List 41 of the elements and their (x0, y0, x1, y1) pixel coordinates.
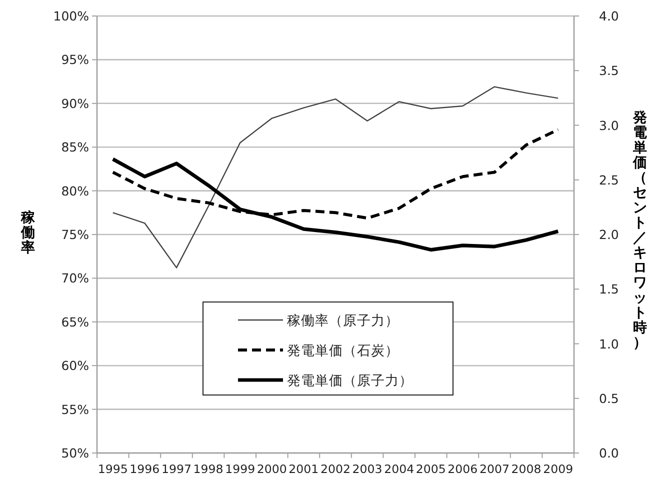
y2-axis-title: 発電単価（セント／キロワット時） (633, 110, 647, 351)
y-tick-label: 65% (61, 314, 90, 330)
x-tick-label: 2008 (511, 462, 542, 476)
legend-label: 発電単価（石炭） (287, 343, 399, 359)
y-tick-label: 55% (61, 402, 90, 417)
y2-tick-label: 2.5 (599, 172, 619, 188)
y2-tick-label: 3.0 (599, 118, 619, 133)
y-tick-label: 100% (53, 8, 90, 24)
x-tick-label: 1997 (162, 462, 192, 476)
y2-tick-label: 0.0 (599, 446, 619, 460)
y-tick-label: 70% (61, 270, 90, 286)
x-tick-label: 1995 (98, 462, 128, 476)
y2-tick-label: 3.5 (599, 63, 619, 78)
y2-tick-label: 1.5 (599, 282, 619, 297)
y2-tick-label: 0.5 (599, 390, 619, 406)
legend-label: 稼働率（原子力） (287, 313, 399, 329)
x-tick-label: 1999 (225, 462, 256, 476)
x-tick-label: 1998 (193, 462, 224, 476)
x-tick-label: 2009 (543, 462, 574, 476)
y2-tick-label: 2.0 (599, 227, 619, 242)
line-series (112, 86, 559, 268)
y-tick-label: 95% (61, 52, 90, 68)
y-tick-label: 50% (61, 446, 90, 460)
x-tick-label: 2000 (256, 462, 287, 476)
y-axis-title: 稼働率 (21, 210, 35, 256)
x-tick-label: 2006 (448, 462, 478, 476)
y2-tick-label: 1.0 (599, 336, 619, 352)
x-tick-label: 2003 (352, 462, 382, 476)
y-tick-label: 60% (61, 358, 90, 374)
y-tick-label: 85% (61, 140, 90, 155)
y-tick-label: 75% (61, 227, 90, 242)
y2-tick-label: 4.0 (599, 8, 619, 24)
x-tick-label: 2007 (480, 462, 510, 476)
x-tick-label: 2001 (288, 462, 319, 476)
x-tick-label: 2005 (416, 462, 446, 476)
x-tick-label: 2004 (384, 462, 414, 476)
legend-label: 発電単価（原子力） (287, 373, 413, 389)
x-tick-label: 1996 (130, 462, 160, 476)
y-tick-label: 80% (61, 183, 90, 198)
x-tick-label: 2002 (320, 462, 350, 476)
y-tick-label: 90% (61, 96, 90, 111)
